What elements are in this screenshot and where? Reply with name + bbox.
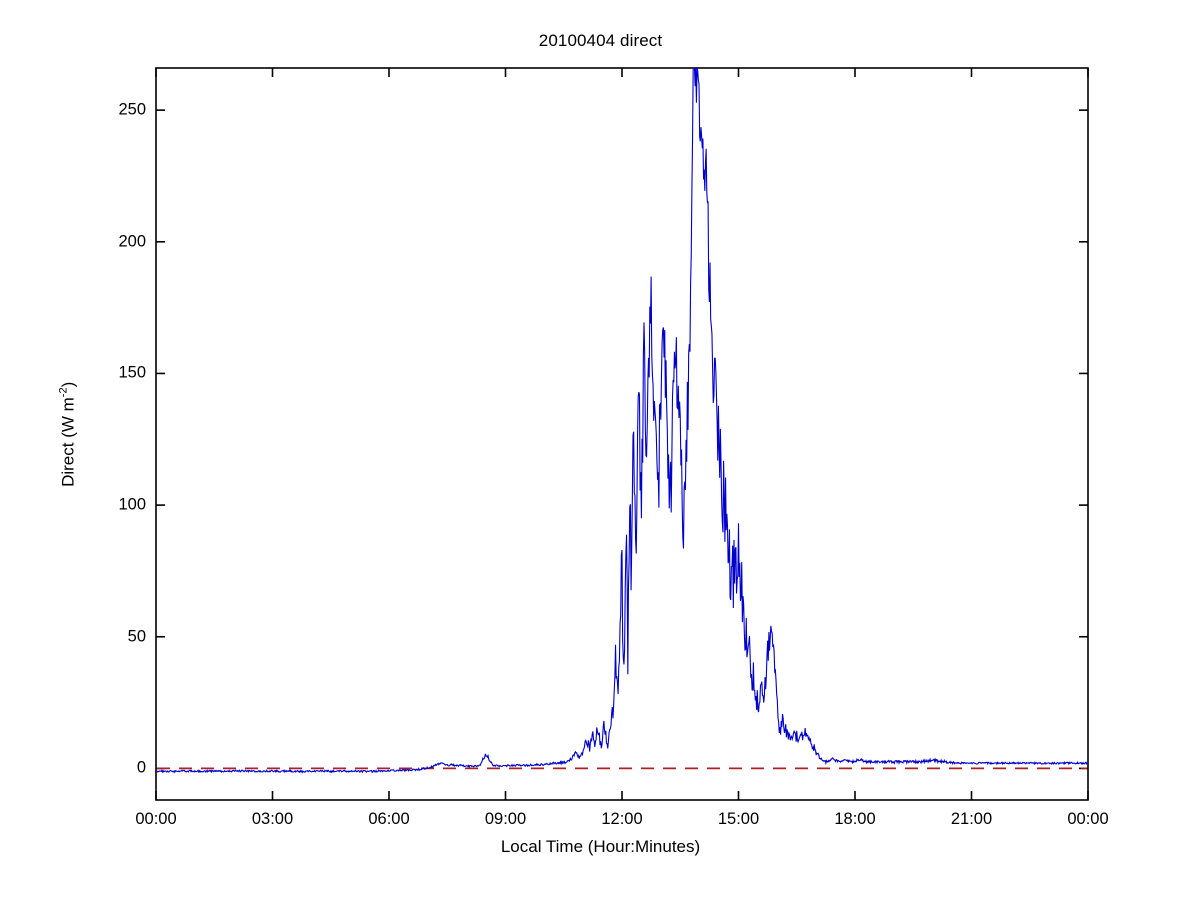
x-axis-label: Local Time (Hour:Minutes)	[500, 837, 701, 856]
tick-marks	[155, 68, 1089, 800]
y-tick-label: 150	[118, 363, 146, 382]
x-tick-label: 15:00	[717, 810, 760, 828]
axes-border	[155, 67, 1089, 801]
x-tick-label: 00:00	[135, 810, 177, 828]
y-tick-label: 250	[118, 100, 146, 119]
x-tick-label: 09:00	[484, 810, 527, 828]
data-series-direct	[156, 68, 1088, 774]
x-tick-label: 18:00	[834, 810, 876, 828]
direct-irradiance-line	[156, 68, 1088, 774]
y-axis-label-exponent: -2	[57, 387, 70, 398]
x-tick-label: 06:00	[368, 810, 410, 828]
x-tick-label: 12:00	[601, 810, 643, 828]
y-tick-label: 50	[127, 627, 146, 646]
x-tick-label: 21:00	[950, 810, 993, 828]
chart-title: 20100404 direct	[538, 31, 663, 50]
x-tick-label: 03:00	[251, 810, 294, 828]
y-axis-label: Direct (W m-2)	[58, 304, 79, 564]
axes-frame	[155, 67, 1089, 801]
y-axis-label-text: Direct (W m	[58, 397, 78, 487]
y-tick-label: 0	[136, 758, 146, 777]
y-tick-label: 100	[118, 495, 146, 514]
y-tick-label: 200	[118, 232, 146, 251]
x-tick-label: 00:00	[1067, 810, 1109, 828]
